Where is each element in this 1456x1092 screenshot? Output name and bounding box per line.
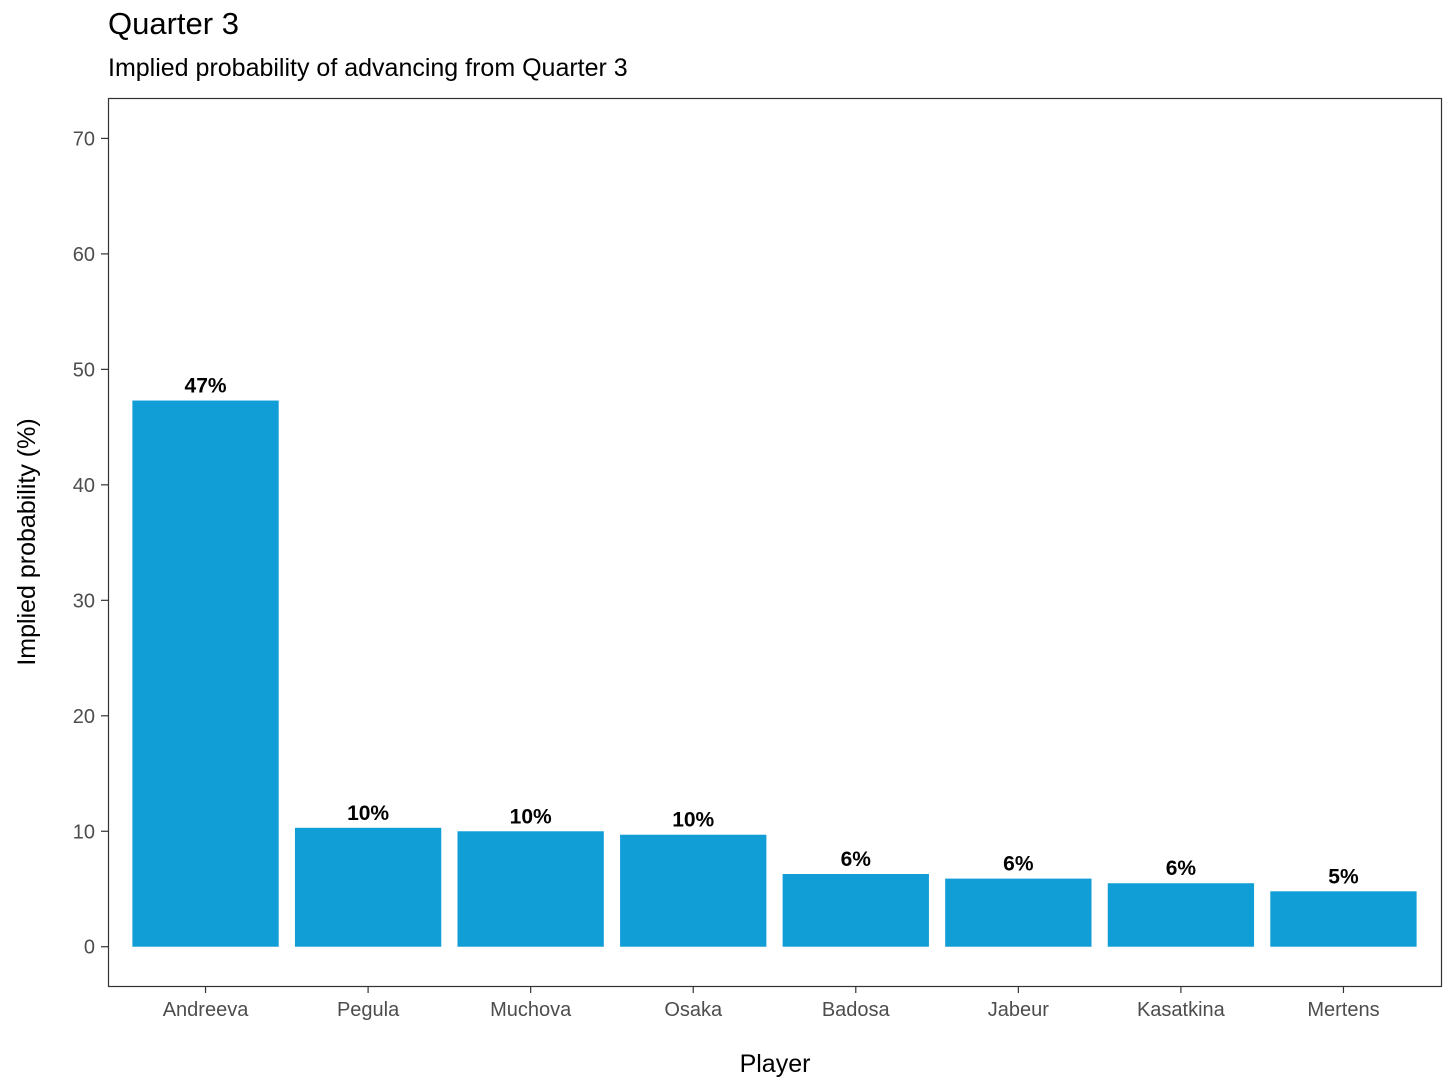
data-labels-layer: 47% 10% 10% 10% 6% 6% 6% 5%	[185, 375, 1359, 889]
y-axis: 0 10 20 30 40 50 60 70	[73, 128, 108, 959]
y-axis-title: Implied probability (%)	[13, 418, 41, 665]
y-tick-label: 60	[73, 244, 95, 266]
bar-mertens	[1270, 891, 1417, 947]
y-tick-label: 10	[73, 821, 95, 843]
data-label-kasatkina: 6%	[1166, 857, 1197, 880]
data-label-jabeur: 6%	[1003, 853, 1034, 876]
x-axis-title: Player	[740, 1050, 811, 1078]
x-tick-label: Mertens	[1307, 999, 1379, 1021]
data-label-pegula: 10%	[347, 802, 389, 825]
data-label-badosa: 6%	[841, 848, 872, 871]
y-tick-label: 30	[73, 590, 95, 612]
data-label-muchova: 10%	[510, 805, 552, 828]
y-tick-label: 40	[73, 475, 95, 497]
y-tick-label: 70	[73, 128, 95, 150]
bar-andreeva	[132, 400, 279, 947]
bar-pegula	[294, 827, 442, 947]
bar-osaka	[620, 834, 767, 947]
bar-badosa	[782, 873, 929, 947]
x-tick-label: Badosa	[822, 999, 891, 1021]
x-tick-label: Kasatkina	[1137, 999, 1226, 1021]
data-label-andreeva: 47%	[185, 375, 227, 398]
plot-panel-border	[107, 97, 1443, 988]
x-tick-label: Osaka	[664, 999, 723, 1021]
x-tick-label: Jabeur	[988, 999, 1049, 1021]
chart-title: Quarter 3	[108, 6, 239, 41]
data-label-mertens: 5%	[1328, 865, 1359, 888]
bar-jabeur	[945, 878, 1092, 947]
data-label-osaka: 10%	[672, 809, 714, 832]
bar-kasatkina	[1107, 883, 1255, 947]
x-tick-label: Pegula	[337, 999, 400, 1021]
y-tick-label: 50	[73, 359, 95, 381]
x-tick-label: Andreeva	[163, 999, 249, 1021]
y-tick-label: 0	[84, 937, 95, 959]
chart-subtitle: Implied probability of advancing from Qu…	[108, 54, 628, 82]
x-axis: Andreeva Pegula Muchova Osaka Badosa Jabeur Ka…	[163, 986, 1380, 1021]
y-tick-label: 20	[73, 706, 95, 728]
bars-layer	[132, 400, 1417, 947]
bar-muchova	[457, 831, 604, 947]
x-tick-label: Muchova	[490, 999, 572, 1021]
